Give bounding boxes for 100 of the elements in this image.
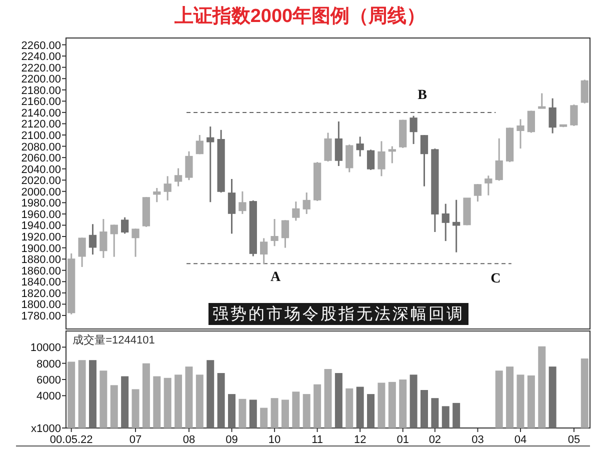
- y-tick-label: 1900.00: [21, 242, 61, 255]
- y-tick-label: 2160.00: [21, 96, 61, 108]
- bar: [196, 374, 204, 428]
- y-tick-label: 2120.00: [21, 118, 61, 131]
- bar: [580, 358, 588, 428]
- annotation: 成交量=1244101: [72, 334, 155, 347]
- candlestick: [378, 140, 386, 177]
- y-tick-label: 1840.00: [21, 276, 61, 289]
- y-tick-label: 2060.00: [21, 152, 61, 165]
- bar: [68, 362, 76, 428]
- candlestick: [410, 115, 418, 145]
- y-tick-label: 1800.00: [21, 299, 61, 312]
- bar: [100, 370, 108, 428]
- candlestick: [580, 78, 588, 104]
- candlestick: [281, 219, 290, 249]
- bar: [217, 373, 225, 428]
- bar: [270, 398, 278, 428]
- bar: [164, 378, 172, 428]
- y-tick-label: 2240.00: [21, 51, 61, 64]
- candlestick: [121, 216, 129, 234]
- bar: [78, 360, 86, 428]
- y-tick-label: 1820.00: [21, 288, 61, 300]
- y-tick-label: 1960.00: [21, 208, 61, 221]
- bar: [314, 384, 322, 428]
- bar: [452, 402, 460, 428]
- bar: [378, 382, 386, 428]
- annotation: A: [270, 270, 282, 285]
- bar: [442, 406, 450, 428]
- candlestick: [570, 104, 578, 127]
- bar: [142, 363, 150, 428]
- bar: [356, 386, 364, 428]
- bar: [334, 373, 342, 428]
- y-tick-label: 2260.00: [21, 40, 61, 52]
- bar: [185, 366, 193, 428]
- bar: [516, 374, 524, 428]
- y-tick-label: 6000: [36, 374, 61, 386]
- bar: [153, 376, 161, 428]
- x-tick-label: 09: [226, 434, 238, 446]
- candlestick: [474, 183, 482, 202]
- x-tick-label: 10: [268, 434, 281, 446]
- annotation: B: [418, 88, 427, 104]
- y-tick-label: 8000: [36, 358, 61, 370]
- y-tick-label: x1000: [31, 423, 61, 435]
- candlestick: [238, 190, 246, 215]
- bar: [388, 382, 396, 428]
- candlestick: [302, 192, 310, 215]
- y-tick-label: 2020.00: [21, 175, 61, 188]
- bar: [132, 389, 140, 428]
- candlestick: [538, 92, 546, 110]
- x-tick-label: 07: [129, 434, 142, 446]
- y-tick-label: 1920.00: [21, 232, 61, 244]
- x-tick-label: 02: [428, 434, 442, 446]
- bar: [260, 408, 268, 428]
- bar: [538, 346, 546, 428]
- bar: [302, 394, 310, 428]
- y-tick-label: 1880.00: [21, 254, 61, 266]
- candlestick: [495, 138, 503, 182]
- candlestick: [78, 236, 86, 268]
- bar: [506, 366, 514, 428]
- y-tick-label: 1940.00: [21, 220, 61, 232]
- candlestick: [334, 120, 343, 167]
- candlestick: [292, 200, 300, 222]
- x-tick-label: 04: [514, 434, 527, 446]
- candlestick: [366, 148, 375, 171]
- bar: [548, 366, 556, 428]
- candlestick: [452, 199, 460, 254]
- bar: [527, 375, 535, 428]
- bar: [121, 376, 129, 428]
- bar: [110, 385, 118, 428]
- bar: [281, 400, 289, 428]
- bar: [228, 394, 236, 428]
- candlestick: [346, 144, 354, 173]
- annotation: 强势的市场令股指无法深幅回调: [212, 304, 464, 323]
- y-tick-label: 1980.00: [21, 198, 61, 210]
- candlestick: [324, 132, 332, 162]
- y-tick-label: 2080.00: [21, 141, 61, 154]
- candlestick: [548, 98, 556, 134]
- candlestick: [270, 218, 278, 247]
- x-tick-label: 00.05.22: [50, 434, 93, 446]
- candlestick: [356, 136, 364, 158]
- x-tick-label: 05: [568, 434, 580, 446]
- candlestick: [206, 126, 214, 203]
- candlestick: [442, 203, 450, 242]
- candlestick: [516, 118, 524, 150]
- y-tick-label: 2100.00: [21, 130, 61, 142]
- y-tick-label: 2000.00: [21, 186, 61, 198]
- candlestick: [420, 134, 428, 188]
- candlestick: [153, 187, 161, 203]
- y-tick-label: 1780.00: [21, 310, 61, 322]
- y-tick-label: 4000: [36, 390, 61, 403]
- candlestick: [185, 150, 193, 181]
- candlestick: [110, 224, 118, 258]
- bar: [206, 360, 214, 428]
- y-tick-label: 2040.00: [21, 164, 61, 176]
- candlestick: [132, 228, 140, 258]
- x-tick-label: 12: [354, 434, 366, 446]
- x-tick-label: 08: [182, 434, 196, 446]
- candlestick: [228, 178, 236, 234]
- bar: [367, 394, 375, 428]
- candlestick: [527, 110, 535, 134]
